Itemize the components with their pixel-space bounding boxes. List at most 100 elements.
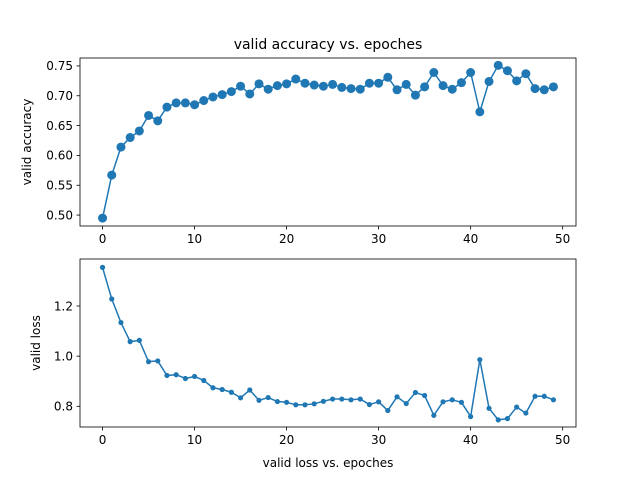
loss-data-point (550, 397, 557, 403)
loss-x-tick-label: 40 (463, 433, 478, 447)
accuracy-y-tick-label: 0.70 (46, 89, 73, 103)
loss-data-point (412, 389, 419, 396)
loss-y-tick-label: 0.8 (54, 400, 73, 414)
loss-x-tick-label: 0 (99, 433, 107, 447)
loss-data-point (228, 389, 234, 395)
accuracy-data-point (420, 82, 430, 92)
accuracy-data-point (401, 79, 411, 89)
accuracy-data-point (144, 110, 154, 120)
accuracy-data-point (226, 87, 236, 97)
accuracy-data-point (328, 79, 338, 89)
loss-data-point (283, 399, 290, 405)
loss-data-point (495, 417, 501, 423)
loss-data-point (182, 375, 188, 382)
accuracy-data-point (438, 81, 448, 91)
accuracy-data-point (539, 85, 549, 95)
loss-chart: valid loss vs. epoches valid loss 0 10 20 3… (29, 258, 577, 470)
accuracy-data-point (125, 133, 135, 143)
accuracy-data-point (217, 90, 227, 100)
loss-y-tick-label: 1.0 (54, 349, 73, 363)
accuracy-data-point (282, 79, 292, 89)
loss-x-tick-label: 20 (279, 433, 294, 447)
accuracy-data-point (456, 78, 466, 88)
accuracy-y-tick-label: 0.50 (46, 208, 73, 222)
loss-y-axis-label: valid loss (29, 315, 43, 371)
loss-data-point (293, 402, 299, 408)
loss-data-point (394, 394, 400, 400)
loss-x-tick-label: 50 (555, 433, 570, 447)
accuracy-data-point (254, 79, 264, 89)
loss-data-point (385, 407, 391, 414)
loss-data-point (339, 396, 345, 402)
loss-data-point (173, 372, 179, 378)
accuracy-data-point (466, 68, 476, 77)
loss-data-point (136, 337, 142, 343)
loss-data-point (302, 402, 308, 408)
accuracy-data-point (484, 76, 494, 86)
accuracy-data-point (309, 80, 319, 90)
accuracy-data-point (475, 107, 485, 117)
loss-data-point (99, 264, 106, 270)
accuracy-x-tick-label: 30 (371, 232, 386, 246)
loss-data-point (440, 399, 446, 405)
loss-data-point (265, 394, 271, 401)
accuracy-data-point (134, 126, 144, 136)
accuracy-x-tick-label: 20 (279, 232, 294, 246)
loss-data-point (274, 398, 280, 405)
accuracy-y-tick-label: 0.75 (46, 59, 73, 73)
accuracy-data-point (429, 68, 439, 77)
loss-data-point (431, 412, 437, 418)
loss-data-point (514, 404, 520, 410)
accuracy-data-point (346, 84, 356, 94)
loss-data-point (468, 413, 474, 420)
loss-data-point (486, 405, 492, 411)
accuracy-chart-title: valid accuracy vs. epoches (234, 37, 423, 53)
loss-data-point (348, 397, 354, 403)
loss-data-point (458, 399, 465, 405)
loss-data-point (532, 393, 538, 399)
accuracy-data-point (502, 66, 512, 76)
accuracy-data-point (153, 116, 163, 126)
accuracy-data-point (318, 81, 328, 91)
loss-axes-frame (79, 258, 577, 428)
accuracy-data-point (410, 90, 420, 100)
accuracy-data-point (190, 100, 200, 110)
loss-data-point (541, 393, 547, 399)
accuracy-data-point (208, 92, 218, 102)
loss-data-point (118, 319, 124, 326)
accuracy-data-point (512, 76, 522, 86)
loss-data-point (403, 400, 409, 407)
accuracy-data-point (107, 170, 117, 180)
accuracy-data-point (548, 82, 558, 92)
loss-plot-area: 0 10 20 30 40 50 0.8 1.0 1.2 (54, 258, 577, 447)
loss-data-point (449, 397, 455, 403)
accuracy-data-point (263, 84, 273, 94)
accuracy-x-tick-label: 0 (99, 232, 107, 246)
accuracy-data-point (530, 84, 540, 94)
loss-x-tick-label: 30 (371, 433, 386, 447)
accuracy-data-point (171, 98, 181, 108)
accuracy-data-point (447, 84, 457, 94)
accuracy-y-tick-label: 0.65 (46, 119, 73, 133)
loss-data-point (247, 387, 253, 393)
loss-data-point (191, 373, 198, 380)
loss-data-point (366, 401, 373, 408)
accuracy-x-tick-label: 40 (463, 232, 478, 246)
accuracy-data-point (199, 96, 209, 106)
accuracy-data-point (374, 78, 384, 88)
accuracy-data-point (521, 69, 531, 79)
loss-x-axis-label: valid loss vs. epoches (263, 456, 394, 470)
loss-data-point (311, 401, 317, 407)
accuracy-data-point (355, 84, 365, 94)
accuracy-data-point (116, 142, 126, 152)
loss-data-point (256, 397, 262, 403)
loss-data-point (357, 396, 363, 402)
accuracy-data-point (291, 74, 301, 84)
accuracy-data-point (272, 81, 282, 91)
loss-data-point (330, 396, 336, 402)
accuracy-data-point (162, 102, 172, 112)
loss-data-point (145, 359, 152, 365)
loss-y-tick-label: 1.2 (54, 299, 73, 313)
